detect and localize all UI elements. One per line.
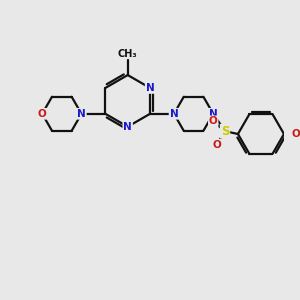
Text: CH₃: CH₃ xyxy=(118,49,137,59)
Text: S: S xyxy=(221,125,229,138)
Text: N: N xyxy=(209,109,218,119)
Text: N: N xyxy=(123,122,132,132)
Text: N: N xyxy=(146,83,154,93)
Text: O: O xyxy=(38,109,46,119)
Text: O: O xyxy=(291,129,300,139)
Text: N: N xyxy=(169,109,178,119)
Text: O: O xyxy=(209,116,218,126)
Text: N: N xyxy=(77,109,86,119)
Text: O: O xyxy=(212,140,221,150)
